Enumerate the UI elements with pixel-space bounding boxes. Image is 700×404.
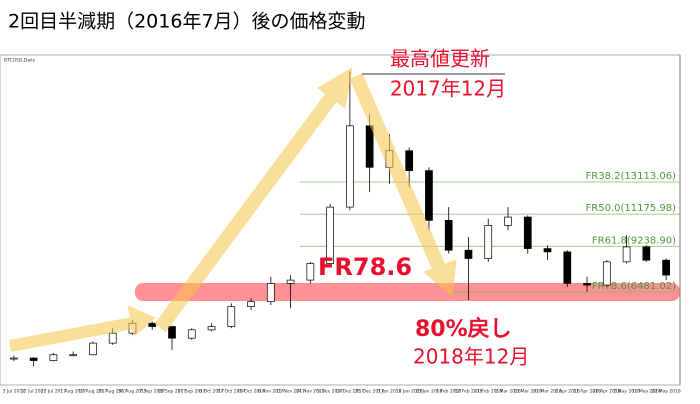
candle-body <box>425 170 433 221</box>
x-tick-label: 21 Jul 2017 <box>41 389 67 395</box>
x-tick-label: 2 Mar 2018 <box>495 389 521 395</box>
x-tick-label: 21 Aug 2017 <box>98 389 127 395</box>
x-tick-label: 12 Jan 2018 <box>396 389 423 395</box>
level-label: FR78.6 <box>318 253 412 281</box>
candle-body <box>326 206 334 264</box>
x-tick-label: 26 Oct 2017 <box>237 389 265 395</box>
candle-body <box>543 248 552 253</box>
candle-body <box>365 125 374 168</box>
x-tick-label: 11 Apr 2018 <box>573 389 601 395</box>
candle-body <box>444 220 453 251</box>
x-tick-label: 7 Sep 2017 <box>139 389 165 395</box>
x-tick-label: 2 Apr 2018 <box>555 389 580 395</box>
candle-body <box>662 259 670 276</box>
x-tick-label: 27 Sep 2017 <box>177 389 206 395</box>
candle-body <box>484 224 493 259</box>
arrow-head <box>127 305 156 337</box>
arrow-shaft <box>154 90 339 333</box>
x-tick-label: 20 Apr 2018 <box>593 389 621 395</box>
candle-body <box>583 283 591 286</box>
x-tick-label: 6 Nov 2017 <box>258 389 284 395</box>
retrace-date: 2018年12月 <box>413 345 529 369</box>
candle-body <box>346 125 354 208</box>
x-tick-label: 25 Dec 2017 <box>355 389 384 395</box>
x-tick-label: 1 Feb 2018 <box>436 389 461 395</box>
candle-body <box>523 216 532 249</box>
candle-body <box>247 301 255 307</box>
candle-body <box>227 306 236 327</box>
x-tick-label: 23 Jan 2018 <box>415 389 442 395</box>
candle-body <box>49 354 58 361</box>
peak-label: 最高値更新 <box>390 47 490 71</box>
arrow-head <box>317 67 353 109</box>
candle-body <box>602 261 611 286</box>
candle-body <box>563 251 572 284</box>
candle-body <box>187 329 196 339</box>
x-tick-label: 18 Sep 2017 <box>158 389 187 395</box>
candle-body <box>207 326 216 331</box>
candle-body <box>642 246 651 261</box>
x-tick-label: 11 May 2018 <box>632 389 661 395</box>
candle-body <box>10 357 18 360</box>
candle-body <box>89 342 97 356</box>
candle-body <box>29 357 38 361</box>
fib-label: FR50.0(11175.98) <box>586 203 677 214</box>
x-tick-label: 5 Dec 2017 <box>317 389 343 395</box>
x-tick-label: 12 Feb 2018 <box>454 389 482 395</box>
candle-body <box>286 279 295 284</box>
x-tick-label: 30 Aug 2017 <box>118 389 147 395</box>
x-tick-label: 22 Mar 2018 <box>533 389 562 395</box>
x-tick-label: 13 Mar 2018 <box>513 389 542 395</box>
x-tick-label: 21 Feb 2018 <box>474 389 502 395</box>
x-tick-label: 15 Nov 2017 <box>276 389 305 395</box>
arrow-shaft <box>349 73 447 273</box>
candle-body <box>405 150 414 171</box>
x-tick-label: 6 Oct 2017 <box>199 389 224 395</box>
x-tick-label: 17 Oct 2017 <box>217 389 245 395</box>
symbol-label: BTCUSD,Daily <box>4 58 35 64</box>
retrace-label: 80%戻し <box>415 316 512 342</box>
candle-body <box>504 216 512 226</box>
fib-label: FR78.6(6481.02) <box>592 281 676 292</box>
x-tick-label: 3 Jan 2018 <box>377 389 401 395</box>
trend-arrows <box>8 67 457 352</box>
candle-body <box>266 283 275 302</box>
chart-title: 2回目半減期（2016年7月）後の価格変動 <box>8 11 366 33</box>
arrow-shaft <box>8 316 140 352</box>
x-tick-label: 1 Aug 2017 <box>60 389 86 395</box>
fib-label: FR61.8(9238.90) <box>592 235 676 246</box>
arrow-head <box>423 259 457 297</box>
candle-body <box>108 332 117 344</box>
candle-body <box>69 354 78 357</box>
x-tick-label: 2 May 2018 <box>613 389 640 395</box>
peak-date: 2017年12月 <box>390 77 506 101</box>
x-tick-label: 12 Jul 2017 <box>21 389 47 395</box>
x-tick-label: 24 Nov 2017 <box>296 389 325 395</box>
fib-label: FR38.2(13113.06) <box>586 171 677 182</box>
candle-body <box>148 322 157 327</box>
candle-body <box>306 263 315 281</box>
candle-body <box>464 249 473 259</box>
x-tick-label: 14 Dec 2017 <box>336 389 365 395</box>
x-tick-label: 3 Jul 2017 <box>3 389 26 395</box>
candle-body <box>168 326 176 339</box>
x-tick-label: 10 Aug 2017 <box>79 389 108 395</box>
candle-body <box>622 246 631 263</box>
x-tick-label: 22 May 2018 <box>651 389 680 395</box>
